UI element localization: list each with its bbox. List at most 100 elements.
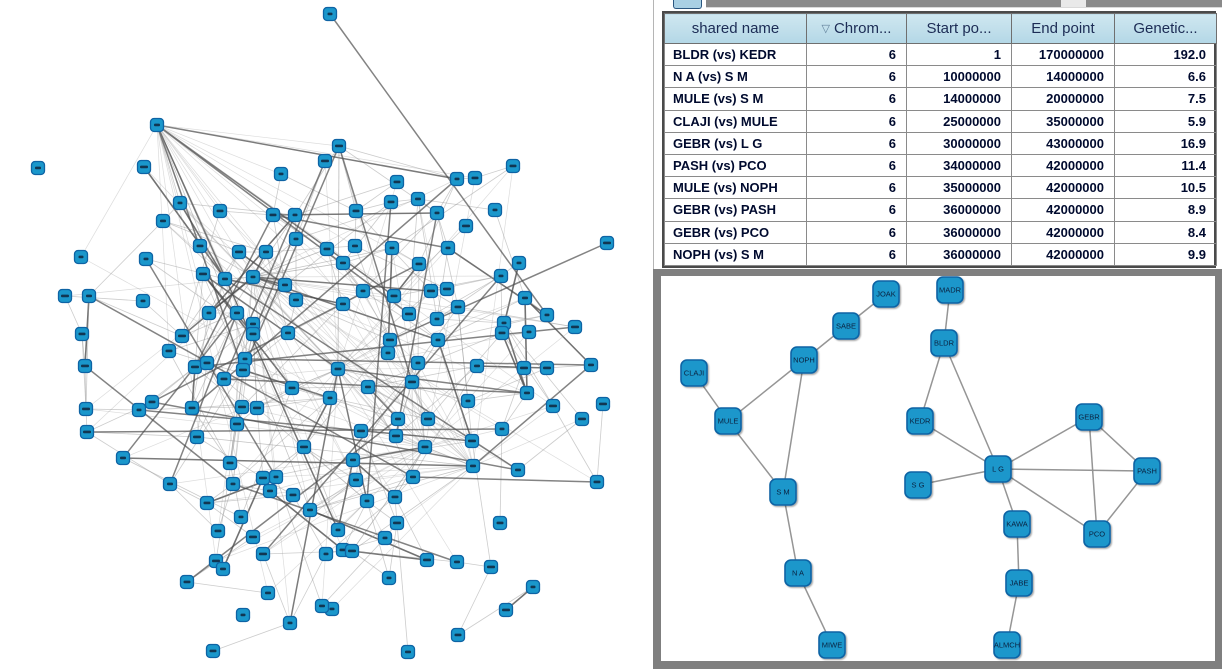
network-node[interactable] — [355, 283, 371, 299]
table-cell[interactable]: 11.4 — [1114, 153, 1217, 178]
toolbar-tab-sliver[interactable] — [673, 0, 702, 9]
network-node[interactable] — [449, 171, 465, 187]
table-cell[interactable]: GEBR (vs) PCO — [664, 220, 807, 244]
network-node[interactable] — [195, 266, 211, 282]
network-node[interactable] — [440, 240, 456, 256]
table-cell[interactable]: 36000000 — [906, 198, 1012, 222]
network-node[interactable] — [296, 439, 312, 455]
node-S-G[interactable]: S G — [904, 471, 932, 499]
network-node[interactable] — [599, 235, 615, 251]
column-header-2[interactable]: Start po... — [906, 13, 1012, 44]
network-node[interactable] — [273, 166, 289, 182]
table-cell[interactable]: 6 — [806, 176, 907, 200]
table-cell[interactable]: BLDR (vs) KEDR — [664, 42, 807, 67]
network-node[interactable] — [381, 570, 397, 586]
network-node[interactable] — [525, 579, 541, 595]
table-cell[interactable]: 25000000 — [906, 109, 1012, 133]
table-cell[interactable]: MULE (vs) S M — [664, 87, 807, 111]
table-cell[interactable]: 9.9 — [1114, 242, 1217, 267]
network-node[interactable] — [215, 561, 231, 577]
network-node[interactable] — [245, 529, 261, 545]
table-cell[interactable]: 6.6 — [1114, 65, 1217, 89]
network-node[interactable] — [494, 325, 510, 341]
network-node[interactable] — [511, 255, 527, 271]
network-node[interactable] — [172, 195, 188, 211]
table-cell[interactable]: 20000000 — [1011, 87, 1115, 111]
network-node[interactable] — [174, 328, 190, 344]
table-row[interactable]: CLAJI (vs) MULE 6 25000000 35000000 5.9 — [664, 109, 1217, 133]
full-network-canvas[interactable] — [0, 0, 653, 669]
network-node[interactable] — [492, 515, 508, 531]
network-node[interactable] — [79, 424, 95, 440]
network-node[interactable] — [149, 117, 165, 133]
network-node[interactable] — [465, 458, 481, 474]
network-node[interactable] — [498, 602, 514, 618]
network-node[interactable] — [539, 360, 555, 376]
network-node[interactable] — [539, 307, 555, 323]
network-node[interactable] — [285, 487, 301, 503]
table-cell[interactable]: 10000000 — [906, 65, 1012, 89]
network-node[interactable] — [268, 469, 284, 485]
network-node[interactable] — [419, 552, 435, 568]
network-node[interactable] — [430, 332, 446, 348]
network-node[interactable] — [138, 251, 154, 267]
table-cell[interactable]: NOPH (vs) S M — [664, 242, 807, 267]
network-node[interactable] — [449, 554, 465, 570]
table-cell[interactable]: 6 — [806, 131, 907, 155]
network-node[interactable] — [390, 411, 406, 427]
network-node[interactable] — [317, 153, 333, 169]
network-node[interactable] — [348, 472, 364, 488]
table-cell[interactable]: 43000000 — [1011, 131, 1115, 155]
table-cell[interactable]: 6 — [806, 220, 907, 244]
network-node[interactable] — [383, 194, 399, 210]
network-node[interactable] — [401, 306, 417, 322]
table-cell[interactable]: 35000000 — [906, 176, 1012, 200]
table-cell[interactable]: 42000000 — [1011, 176, 1115, 200]
network-node[interactable] — [411, 256, 427, 272]
network-node[interactable] — [229, 305, 245, 321]
network-node[interactable] — [429, 205, 445, 221]
column-header-3[interactable]: End point — [1011, 13, 1115, 44]
network-node[interactable] — [353, 423, 369, 439]
network-node[interactable] — [77, 358, 93, 374]
network-node[interactable] — [284, 380, 300, 396]
network-node[interactable] — [517, 290, 533, 306]
network-node[interactable] — [265, 207, 281, 223]
network-node[interactable] — [225, 476, 241, 492]
network-node[interactable] — [545, 398, 561, 414]
network-node[interactable] — [199, 495, 215, 511]
network-node[interactable] — [380, 345, 396, 361]
node-JABE[interactable]: JABE — [1005, 569, 1033, 597]
table-cell[interactable]: 8.4 — [1114, 220, 1217, 244]
node-PASH[interactable]: PASH — [1133, 457, 1161, 485]
node-MADR[interactable]: MADR — [936, 276, 964, 304]
network-node[interactable] — [429, 311, 445, 327]
network-node[interactable] — [487, 202, 503, 218]
column-header-1[interactable]: ▽ Chrom... — [806, 13, 907, 44]
network-node[interactable] — [210, 523, 226, 539]
network-node[interactable] — [347, 238, 363, 254]
network-node[interactable] — [583, 357, 599, 373]
table-row[interactable]: MULE (vs) NOPH 6 35000000 42000000 10.5 — [664, 176, 1217, 200]
table-cell[interactable]: PASH (vs) PCO — [664, 153, 807, 178]
network-node[interactable] — [382, 332, 398, 348]
node-N-A[interactable]: N A — [784, 559, 812, 587]
network-node[interactable] — [217, 271, 233, 287]
network-node[interactable] — [345, 452, 361, 468]
table-cell[interactable]: 170000000 — [1011, 42, 1115, 67]
table-cell[interactable]: 35000000 — [1011, 109, 1115, 133]
network-node[interactable] — [319, 241, 335, 257]
network-node[interactable] — [255, 470, 271, 486]
network-node[interactable] — [260, 585, 276, 601]
network-node[interactable] — [288, 231, 304, 247]
table-cell[interactable]: 6 — [806, 153, 907, 178]
network-node[interactable] — [231, 244, 247, 260]
network-node[interactable] — [282, 615, 298, 631]
table-cell[interactable]: 6 — [806, 65, 907, 89]
node-PCO[interactable]: PCO — [1083, 520, 1111, 548]
network-node[interactable] — [205, 643, 221, 659]
network-node[interactable] — [464, 433, 480, 449]
network-node[interactable] — [420, 411, 436, 427]
horizontal-scrollbar[interactable] — [706, 0, 1222, 8]
network-node[interactable] — [144, 394, 160, 410]
